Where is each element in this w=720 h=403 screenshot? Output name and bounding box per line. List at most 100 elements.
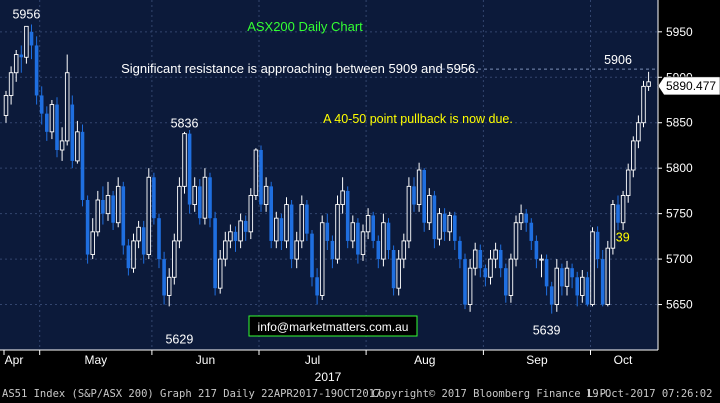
candle-body: [605, 247, 611, 305]
candles: [3, 24, 651, 314]
candle-body: [34, 45, 39, 96]
candle-body: [217, 258, 223, 289]
candle-body: [166, 276, 172, 296]
candle-body: [646, 81, 651, 87]
candle-body: [105, 195, 111, 215]
candle-body: [13, 54, 19, 74]
candle-body: [95, 199, 101, 233]
candle-body: [595, 231, 600, 260]
candle-body: [570, 268, 574, 278]
candle-body: [427, 195, 432, 224]
candle-body: [330, 240, 335, 260]
y-tick-label: 5700: [666, 252, 693, 266]
candle-body: [157, 218, 161, 260]
candle-body: [447, 215, 452, 233]
candle-body: [263, 185, 269, 205]
candle-body: [575, 277, 579, 296]
candle-body: [401, 240, 407, 260]
candle-body: [152, 177, 156, 219]
candle-body: [294, 240, 299, 260]
candle-body: [90, 231, 95, 255]
candle-body: [493, 249, 498, 260]
candle-body: [162, 259, 166, 296]
y-tick-label: 5850: [666, 116, 693, 130]
annotation-label: 5639: [533, 324, 561, 338]
candle-body: [243, 220, 248, 232]
candle-body: [146, 176, 152, 255]
x-tick-label: May: [84, 353, 107, 367]
annotation-label: 5956: [12, 7, 40, 21]
x-tick-label: Apr: [5, 353, 24, 367]
candle-body: [422, 170, 426, 223]
candle-body: [534, 240, 539, 260]
candle-body: [488, 258, 493, 278]
candle-body: [8, 72, 14, 96]
candle-body: [19, 54, 24, 58]
candle-body: [371, 215, 375, 241]
candle-body: [416, 169, 422, 205]
last-price-tag: 5890.477: [657, 76, 720, 96]
candle-body: [483, 268, 488, 278]
candle-body: [305, 204, 309, 234]
x-tick-label: Jun: [196, 353, 215, 367]
candle-body: [85, 200, 90, 255]
candle-body: [467, 267, 473, 305]
watermark-box: [248, 315, 418, 337]
candle-body: [274, 217, 279, 242]
candle-body: [376, 240, 381, 260]
candle-body: [319, 222, 325, 296]
candle-body: [636, 122, 641, 142]
annotation-label: 5629: [165, 333, 193, 347]
candle-body: [259, 150, 263, 205]
candle-body: [39, 95, 44, 114]
candle-body: [560, 268, 564, 287]
candle-body: [356, 222, 360, 255]
candle-body: [233, 231, 238, 241]
candle-body: [310, 233, 314, 278]
candle-body: [396, 258, 401, 289]
last-price-value: 5890.477: [666, 79, 716, 93]
annotations: 5956 5836 5629 5639 5906 39: [12, 7, 631, 346]
candle-body: [504, 268, 508, 296]
candle-body: [315, 277, 319, 296]
x-axis: Apr May Jun Jul Aug Sep Oct 2017: [0, 349, 658, 384]
candle-body: [345, 190, 350, 241]
candle-body: [360, 231, 366, 255]
annotation-label: 39: [616, 230, 630, 244]
candle-body: [187, 133, 192, 205]
candle-body: [463, 259, 467, 305]
resistance-note: Significant resistance is approaching be…: [121, 61, 479, 76]
x-tick-label: Oct: [614, 353, 633, 367]
x-tick-label: Sep: [526, 353, 548, 367]
y-tick-label: 5750: [666, 207, 693, 221]
candle-body: [101, 200, 105, 214]
candle-body: [350, 222, 356, 242]
candle-body: [248, 195, 254, 233]
candle-body: [585, 277, 590, 305]
candle-body: [381, 222, 386, 260]
candle-body: [49, 104, 55, 133]
candle-body: [75, 131, 80, 162]
candle-body: [453, 215, 457, 241]
candle-body: [508, 258, 514, 296]
y-axis: 5650570057505800585059005950: [657, 0, 693, 350]
candle-body: [544, 259, 549, 287]
footer-bar: AS51 Index (S&P/ASX 200) Graph 217 Daily…: [0, 384, 720, 403]
candle-body: [111, 195, 115, 223]
y-tick-label: 5800: [666, 161, 693, 175]
candle-body: [121, 186, 126, 246]
candle-body: [198, 186, 202, 219]
candle-body: [554, 267, 560, 305]
candle-body: [335, 204, 340, 260]
x-tick-label: Jul: [305, 353, 320, 367]
watermark-text[interactable]: info@marketmatters.com.au: [258, 320, 409, 334]
candle-body: [529, 222, 534, 241]
candle-body: [458, 240, 462, 260]
candle-body: [442, 213, 447, 232]
candle-body: [580, 276, 585, 296]
candle-body: [115, 185, 121, 224]
candle-body: [238, 220, 243, 242]
candle-body: [524, 213, 528, 223]
footer-index-info: AS51 Index (S&P/ASX 200) Graph 217 Daily…: [2, 388, 382, 400]
